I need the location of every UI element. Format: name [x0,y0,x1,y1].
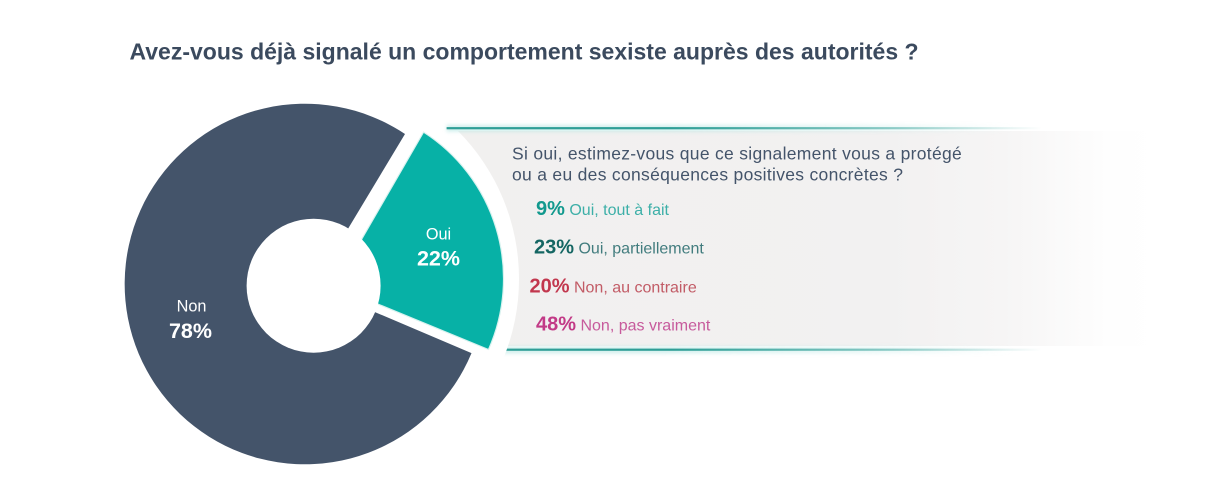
svg-text:Avez-vous déjà signalé un comp: Avez-vous déjà signalé un comportement s… [130,38,919,64]
svg-text:20% Non, au contraire: 20% Non, au contraire [530,276,697,298]
svg-text:ou a eu des conséquences posit: ou a eu des conséquences positives concr… [512,165,903,185]
svg-text:22%: 22% [417,247,460,271]
svg-text:Si oui, estimez-vous que ce si: Si oui, estimez-vous que ce signalement … [512,144,962,164]
svg-text:9% Oui, tout à fait: 9% Oui, tout à fait [536,198,670,220]
svg-text:23% Oui, partiellement: 23% Oui, partiellement [534,237,704,259]
svg-text:Oui: Oui [426,226,451,244]
svg-text:Non: Non [177,298,207,316]
svg-text:48% Non, pas vraiment: 48% Non, pas vraiment [536,314,711,336]
svg-text:78%: 78% [169,319,212,343]
